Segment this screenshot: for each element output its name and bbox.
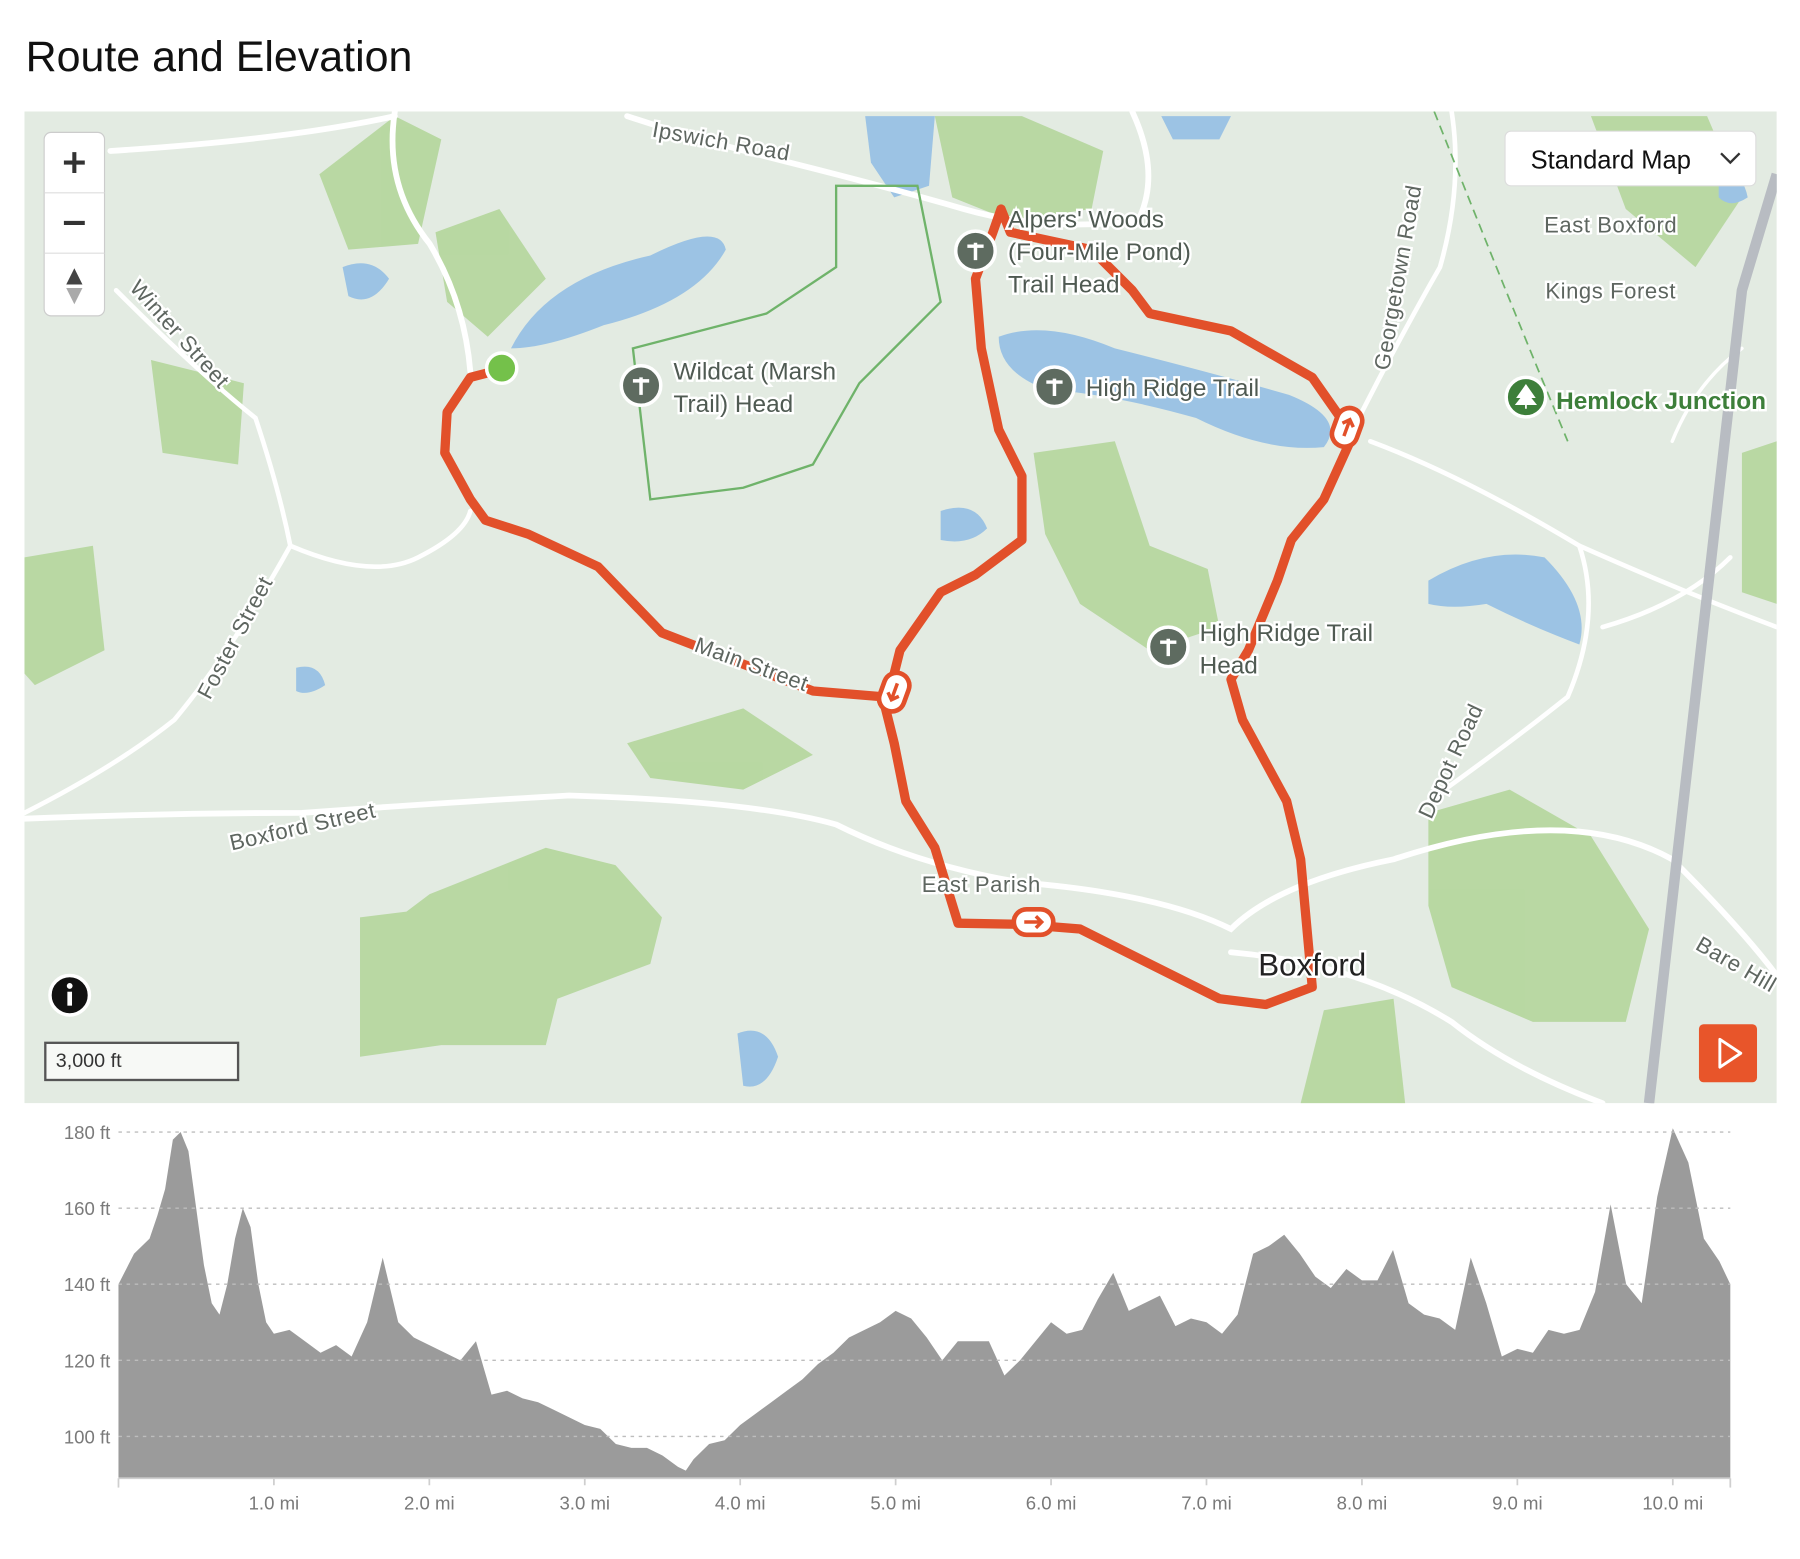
play-bg[interactable] <box>1698 1024 1758 1083</box>
place-label: East Parish <box>922 872 1041 897</box>
compass-south <box>66 287 83 305</box>
play-icon <box>1718 1037 1743 1069</box>
park-outline <box>631 184 942 501</box>
town-label: Boxford <box>1258 947 1366 982</box>
poi-label: Alpers' Woods <box>1008 207 1164 234</box>
info-stem <box>67 991 73 1006</box>
highway <box>1643 172 1777 1104</box>
x-tick-label: 5.0 mi <box>870 1493 921 1514</box>
poi-icons <box>619 229 1548 669</box>
poi-label: Wildcat (Marsh <box>674 359 837 386</box>
chevron <box>1720 152 1741 165</box>
y-tick-label: 100 ft <box>64 1426 111 1447</box>
x-tick-label: 7.0 mi <box>1181 1493 1232 1514</box>
x-tick-label: 2.0 mi <box>404 1493 455 1514</box>
map-water <box>296 116 1748 1087</box>
play-button[interactable] <box>1698 1024 1758 1083</box>
poi-label: Head <box>1200 653 1258 680</box>
poi-label: Hemlock Junction <box>1556 388 1766 415</box>
zoom-control[interactable] <box>43 131 106 317</box>
poi-label: Trail Head <box>1008 272 1120 299</box>
poi-label: High Ridge Trail <box>1086 375 1259 402</box>
scale-label: 3,000 ft <box>56 1050 122 1072</box>
zoom-in[interactable] <box>63 152 85 174</box>
info-dot <box>66 983 73 989</box>
poi-label: (Four-Mile Pond) <box>1008 239 1191 266</box>
map-type-selector[interactable]: Standard Map <box>1504 130 1757 187</box>
route-line <box>440 204 1358 1010</box>
page-title: Route and Elevation <box>26 33 413 81</box>
x-tick-label: 4.0 mi <box>715 1493 766 1514</box>
info-button[interactable] <box>48 973 92 1017</box>
poi-label: Trail) Head <box>674 391 794 418</box>
y-tick-label: 180 ft <box>64 1122 111 1143</box>
scale-bar <box>44 1041 240 1082</box>
x-tick-label: 1.0 mi <box>249 1493 300 1514</box>
elevation-chart: 100 ft 120 ft 140 ft 160 ft 180 ft 1.0 mi 2.0 … <box>64 1122 1732 1514</box>
y-tick-label: 160 ft <box>64 1198 111 1219</box>
x-tick-label: 8.0 mi <box>1337 1493 1388 1514</box>
place-label: East Boxford <box>1544 212 1677 237</box>
start-marker <box>484 351 519 385</box>
place-label: Kings Forest <box>1545 278 1676 303</box>
compass[interactable] <box>66 268 83 285</box>
map-boundary <box>1433 111 1569 442</box>
dropdown-label[interactable]: Standard Map <box>1531 146 1691 174</box>
dropdown-box[interactable] <box>1504 130 1757 187</box>
x-tick-label: 3.0 mi <box>559 1493 610 1514</box>
poi-label: High Ridge Trail <box>1200 620 1373 647</box>
x-tick-label: 6.0 mi <box>1026 1493 1077 1514</box>
map-roads <box>24 111 1777 1104</box>
map[interactable]: Ipswich Road Winter Street Foster Street… <box>24 111 1781 1104</box>
y-tick-label: 120 ft <box>64 1350 111 1371</box>
direction-arrows <box>876 405 1365 938</box>
x-tick-label: 9.0 mi <box>1492 1493 1543 1514</box>
x-tick-label: 10.0 mi <box>1642 1493 1703 1514</box>
y-tick-label: 140 ft <box>64 1274 111 1295</box>
elevation-area <box>118 1128 1731 1479</box>
